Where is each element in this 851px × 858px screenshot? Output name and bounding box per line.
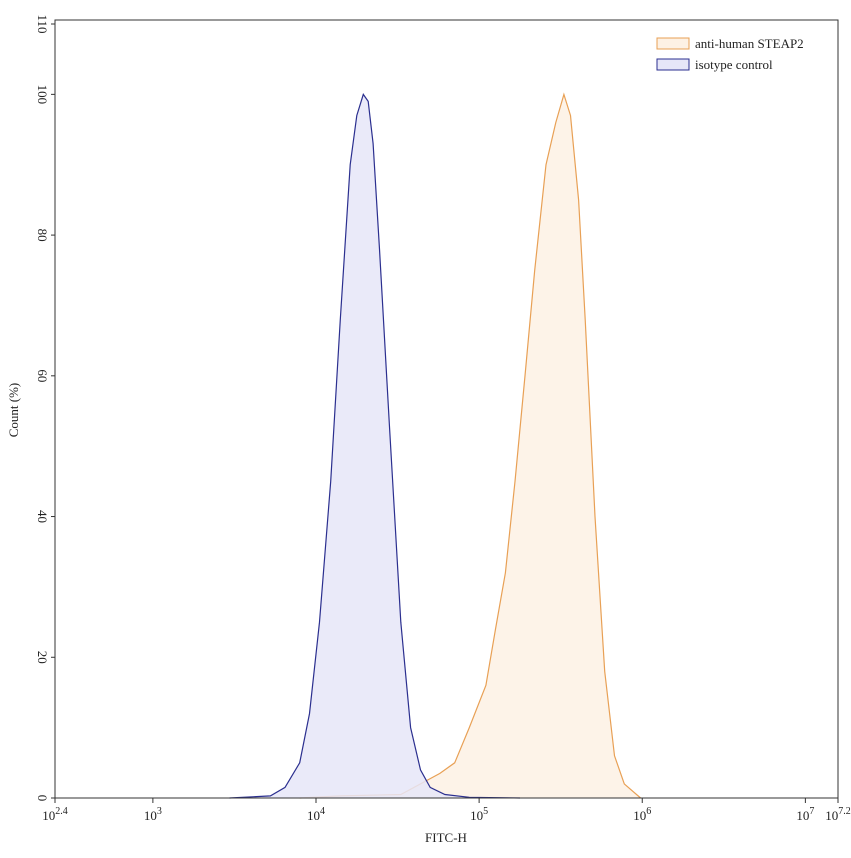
legend-swatch — [656, 58, 690, 71]
y-tick-label: 60 — [35, 369, 50, 382]
tick-base: 10 — [144, 808, 157, 823]
y-tick-label: 40 — [35, 510, 50, 523]
legend-swatch — [656, 37, 690, 50]
tick-base: 10 — [796, 808, 809, 823]
y-tick-label: 20 — [35, 651, 50, 664]
legend-label: isotype control — [695, 57, 773, 72]
tick-exponent: 5 — [483, 806, 488, 817]
x-tick-label: 105 — [470, 806, 488, 823]
tick-exponent: 4 — [320, 806, 325, 817]
x-tick-label: 104 — [307, 806, 325, 823]
tick-base: 10 — [307, 808, 320, 823]
plot-frame — [54, 19, 839, 799]
tick-exponent: 3 — [157, 806, 162, 817]
area-fill — [229, 94, 520, 798]
tick-base: 10 — [470, 808, 483, 823]
x-tick-label: 106 — [633, 806, 651, 823]
x-tick-label: 103 — [144, 806, 162, 823]
tick-exponent: 7.2 — [838, 806, 851, 817]
x-axis-label: FITC-H — [425, 830, 467, 845]
y-axis-label: Count (%) — [6, 383, 21, 438]
x-tick-label: 107 — [796, 806, 814, 823]
series-line — [299, 92, 641, 799]
tick-base: 10 — [825, 808, 838, 823]
series-line — [229, 93, 521, 799]
tick-base: 10 — [42, 808, 55, 823]
tick-exponent: 7 — [809, 806, 814, 817]
y-tick-label: 0 — [35, 795, 50, 802]
x-tick-label: 107.2 — [825, 806, 851, 823]
legend-label: anti-human STEAP2 — [695, 36, 804, 51]
y-tick-label: 110 — [35, 14, 50, 33]
x-tick-label: 102.4 — [42, 806, 68, 823]
y-tick-label: 100 — [35, 85, 50, 105]
y-tick-label: 80 — [35, 229, 50, 242]
tick-exponent: 2.4 — [55, 806, 68, 817]
tick-exponent: 6 — [646, 806, 651, 817]
area-fill — [299, 94, 641, 798]
tick-base: 10 — [633, 808, 646, 823]
